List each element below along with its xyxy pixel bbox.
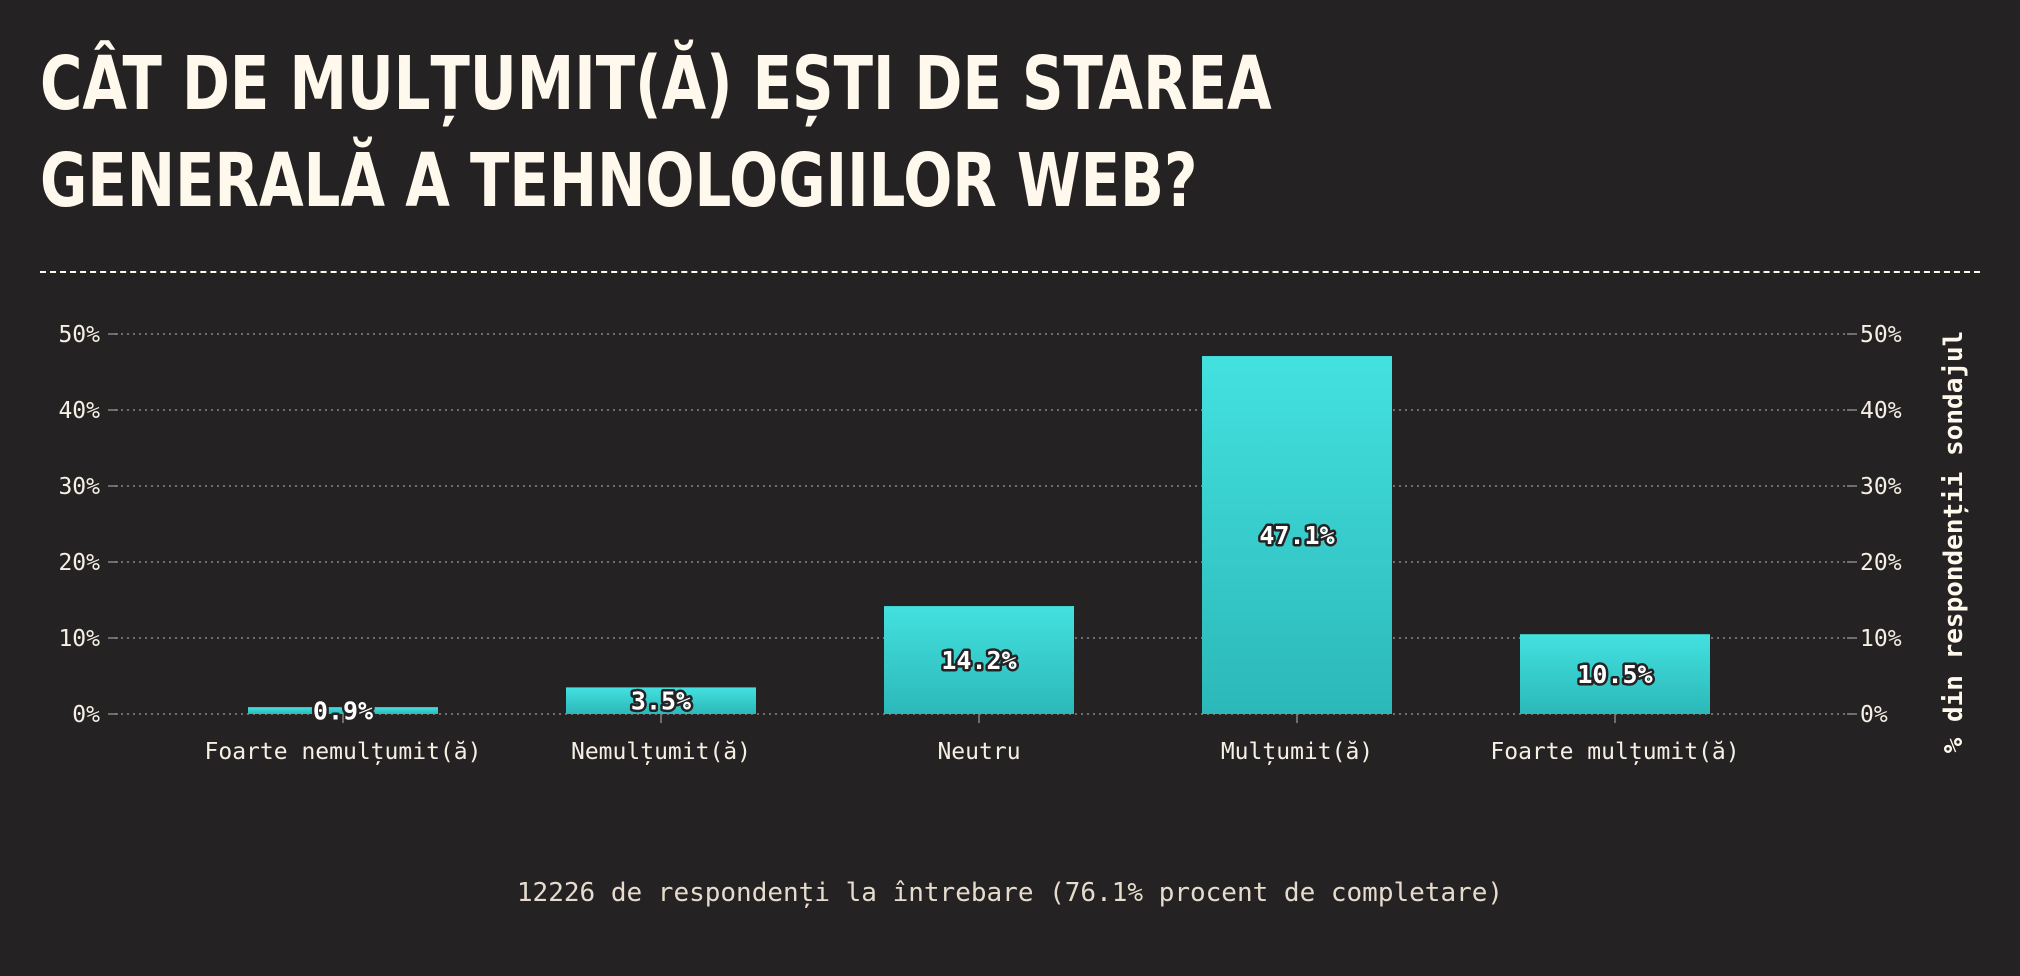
- y-tick-label-left: 10%: [58, 626, 100, 652]
- y-tick-label-left: 30%: [58, 474, 100, 500]
- bar: [884, 606, 1074, 714]
- x-category-label: Mulțumit(ă): [1221, 739, 1373, 765]
- bar: [1202, 356, 1392, 714]
- y-tick-label-right: 10%: [1860, 626, 1902, 652]
- bar-value-label: 10.5%: [1577, 660, 1652, 689]
- bar-value-label: 14.2%: [941, 646, 1016, 675]
- x-category-label: Nemulțumit(ă): [571, 739, 751, 765]
- bars: [248, 356, 1710, 714]
- bar: [566, 687, 756, 714]
- y-tick-label-right: 50%: [1860, 322, 1902, 348]
- title-divider: [40, 271, 1980, 273]
- x-category-label: Foarte mulțumit(ă): [1490, 739, 1739, 765]
- y-tick-label-left: 0%: [72, 702, 100, 728]
- x-category-label: Neutru: [937, 739, 1020, 765]
- x-category-label: Foarte nemulțumit(ă): [205, 739, 482, 765]
- respondents-note: 12226 de respondenți la întrebare (76.1%…: [516, 878, 1504, 908]
- bar-value-label: 3.5%: [631, 687, 691, 716]
- y-tick-label-left: 20%: [58, 550, 100, 576]
- y-tick-label-right: 40%: [1860, 398, 1902, 424]
- chart-title: CÂT DE MULȚUMIT(Ă) EȘTI DE STAREA GENERA…: [40, 41, 1272, 224]
- y-axis-title: % din respondenții sondajul: [1939, 331, 1969, 754]
- bar-value-label: 47.1%: [1259, 521, 1334, 550]
- y-tick-label-left: 50%: [58, 322, 100, 348]
- y-tick-label-right: 30%: [1860, 474, 1902, 500]
- bar: [248, 707, 438, 714]
- bar: [1520, 634, 1710, 714]
- y-tick-label-right: 20%: [1860, 550, 1902, 576]
- bar-chart: 0% 0%10% 10%20% 20%30% 30%40% 40%50% 50% 0.9% 3…: [58, 322, 1969, 765]
- y-tick-label-left: 40%: [58, 398, 100, 424]
- y-tick-label-right: 0%: [1860, 702, 1888, 728]
- bar-value-labels: 0.9% 3.5%14.2%47.1%10.5%: [310, 519, 1655, 729]
- x-axis-categories: Foarte nemulțumit(ă) Nemulțumit(ă) Neutru M…: [205, 714, 1740, 765]
- y-axis-ticks: 0% 0% 10% 10% 20% 20% 30% 30% 40% 40% 50% 50%: [58, 322, 1901, 728]
